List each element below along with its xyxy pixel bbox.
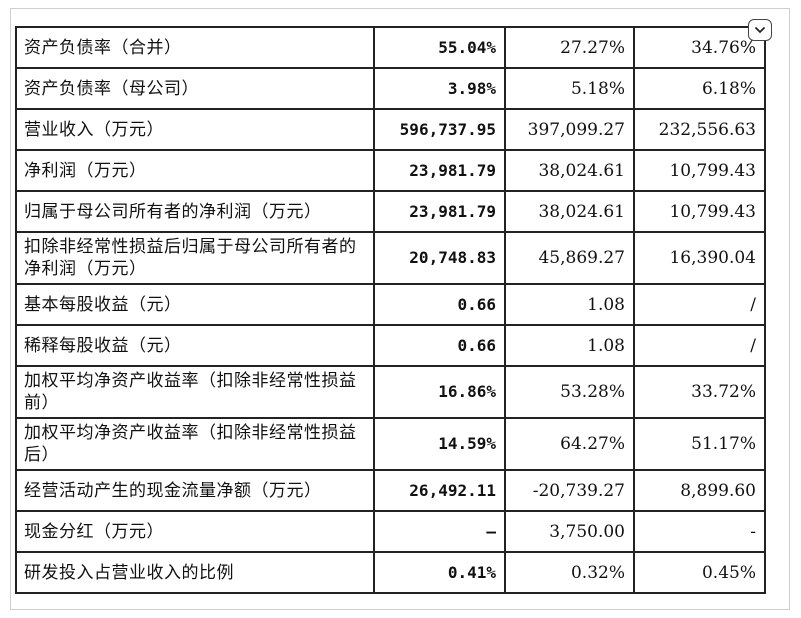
- table-row: 归属于母公司所有者的净利润（万元） 23,981.79 38,024.61 10…: [15, 190, 766, 233]
- row-label: 基本每股收益（元）: [15, 283, 375, 326]
- value-current-year: 14.59%: [373, 417, 506, 471]
- value-current-year: 0.41%: [373, 551, 506, 594]
- value-two-years-prior: 232,556.63: [633, 108, 766, 151]
- row-label: 扣除非经常性损益后归属于母公司所有者的净利润（万元）: [15, 231, 375, 285]
- row-label: 经营活动产生的现金流量净额（万元）: [15, 469, 375, 512]
- table-row: 营业收入（万元） 596,737.95 397,099.27 232,556.6…: [15, 108, 766, 151]
- table-row: 稀释每股收益（元） 0.66 1.08 /: [15, 324, 766, 367]
- value-current-year: 16.86%: [373, 365, 506, 419]
- row-label: 归属于母公司所有者的净利润（万元）: [15, 190, 375, 233]
- value-current-year: 596,737.95: [373, 108, 506, 151]
- value-prior-year: 1.08: [504, 283, 635, 326]
- row-label: 资产负债率（合并）: [15, 26, 375, 69]
- value-current-year: 23,981.79: [373, 149, 506, 192]
- value-current-year: 20,748.83: [373, 231, 506, 285]
- row-label: 稀释每股收益（元）: [15, 324, 375, 367]
- value-current-year: 0.66: [373, 324, 506, 367]
- financial-table-container: 资产负债率（合并） 55.04% 27.27% 34.76% 资产负债率（母公司…: [15, 26, 766, 594]
- value-prior-year: 1.08: [504, 324, 635, 367]
- value-prior-year: 5.18%: [504, 67, 635, 110]
- table-row: 资产负债率（母公司） 3.98% 5.18% 6.18%: [15, 67, 766, 110]
- value-two-years-prior: -: [633, 510, 766, 553]
- row-label: 研发投入占营业收入的比例: [15, 551, 375, 594]
- value-two-years-prior: /: [633, 283, 766, 326]
- collapse-button[interactable]: [748, 19, 772, 41]
- value-current-year: –: [373, 510, 506, 553]
- value-prior-year: 38,024.61: [504, 190, 635, 233]
- value-prior-year: 38,024.61: [504, 149, 635, 192]
- value-prior-year: 27.27%: [504, 26, 635, 69]
- value-two-years-prior: 6.18%: [633, 67, 766, 110]
- value-prior-year: -20,739.27: [504, 469, 635, 512]
- value-prior-year: 53.28%: [504, 365, 635, 419]
- value-two-years-prior: 16,390.04: [633, 231, 766, 285]
- value-two-years-prior: 51.17%: [633, 417, 766, 471]
- table-row: 经营活动产生的现金流量净额（万元） 26,492.11 -20,739.27 8…: [15, 469, 766, 512]
- table-row: 现金分红（万元） – 3,750.00 -: [15, 510, 766, 553]
- row-label: 资产负债率（母公司）: [15, 67, 375, 110]
- row-label: 加权平均净资产收益率（扣除非经常性损益前）: [15, 365, 375, 419]
- value-current-year: 55.04%: [373, 26, 506, 69]
- value-prior-year: 0.32%: [504, 551, 635, 594]
- value-prior-year: 3,750.00: [504, 510, 635, 553]
- table-row: 基本每股收益（元） 0.66 1.08 /: [15, 283, 766, 326]
- row-label: 加权平均净资产收益率（扣除非经常性损益后）: [15, 417, 375, 471]
- value-current-year: 3.98%: [373, 67, 506, 110]
- row-label: 现金分红（万元）: [15, 510, 375, 553]
- row-label: 营业收入（万元）: [15, 108, 375, 151]
- chevron-down-icon: [755, 27, 765, 33]
- table-row: 加权平均净资产收益率（扣除非经常性损益前） 16.86% 53.28% 33.7…: [15, 365, 766, 419]
- row-label: 净利润（万元）: [15, 149, 375, 192]
- value-two-years-prior: 33.72%: [633, 365, 766, 419]
- value-two-years-prior: 0.45%: [633, 551, 766, 594]
- value-two-years-prior: /: [633, 324, 766, 367]
- table-row: 加权平均净资产收益率（扣除非经常性损益后） 14.59% 64.27% 51.1…: [15, 417, 766, 471]
- table-row: 净利润（万元） 23,981.79 38,024.61 10,799.43: [15, 149, 766, 192]
- value-prior-year: 397,099.27: [504, 108, 635, 151]
- value-prior-year: 64.27%: [504, 417, 635, 471]
- table-row: 扣除非经常性损益后归属于母公司所有者的净利润（万元） 20,748.83 45,…: [15, 231, 766, 285]
- value-two-years-prior: 10,799.43: [633, 190, 766, 233]
- value-two-years-prior: 8,899.60: [633, 469, 766, 512]
- value-current-year: 26,492.11: [373, 469, 506, 512]
- value-two-years-prior: 10,799.43: [633, 149, 766, 192]
- table-row: 研发投入占营业收入的比例 0.41% 0.32% 0.45%: [15, 551, 766, 594]
- table-row: 资产负债率（合并） 55.04% 27.27% 34.76%: [15, 26, 766, 69]
- value-two-years-prior: 34.76%: [633, 26, 766, 69]
- value-prior-year: 45,869.27: [504, 231, 635, 285]
- value-current-year: 0.66: [373, 283, 506, 326]
- value-current-year: 23,981.79: [373, 190, 506, 233]
- financial-indicators-table: 资产负债率（合并） 55.04% 27.27% 34.76% 资产负债率（母公司…: [15, 26, 766, 594]
